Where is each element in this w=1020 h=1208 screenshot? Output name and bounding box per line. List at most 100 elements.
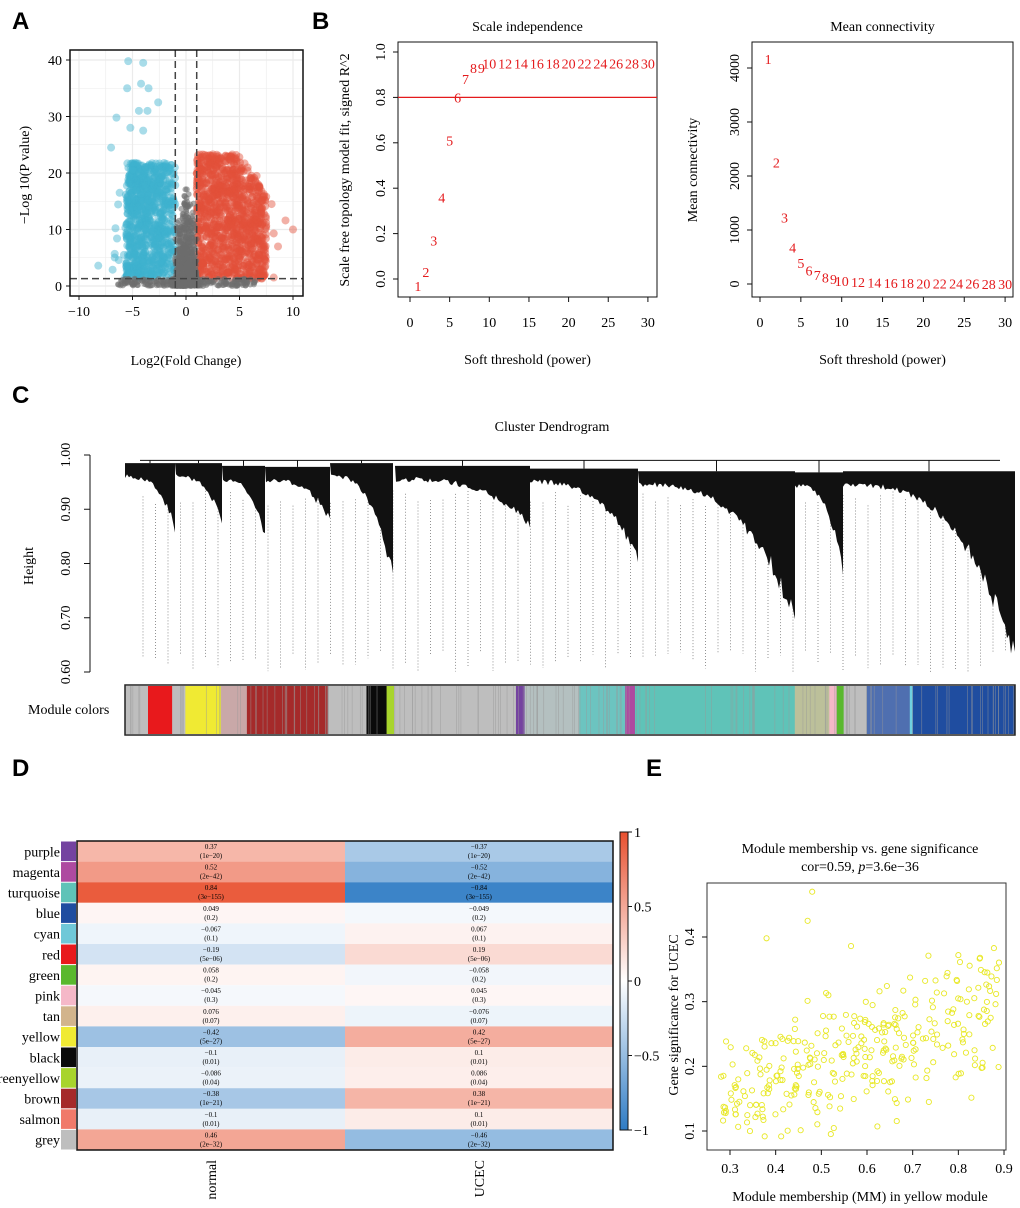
- point-down: [166, 244, 175, 253]
- point-down: [129, 230, 138, 239]
- point-ns: [176, 264, 183, 271]
- point-down: [128, 223, 137, 232]
- point-down: [129, 248, 138, 257]
- point-down: [147, 256, 156, 265]
- data-point: [763, 935, 770, 942]
- x-tick-label: 0: [757, 316, 764, 331]
- data-point: [727, 1090, 734, 1097]
- power-label: 28: [625, 57, 639, 72]
- data-point: [766, 1077, 773, 1084]
- point-down: [165, 219, 174, 228]
- point-down: [150, 271, 159, 280]
- module-color-segment: [293, 686, 295, 734]
- point-down: [131, 266, 140, 275]
- point-down: [140, 225, 149, 234]
- module-color-segment: [495, 686, 496, 734]
- point-down: [151, 248, 160, 257]
- point-down: [154, 246, 163, 255]
- point-down: [162, 187, 171, 196]
- point-down: [140, 254, 149, 263]
- point-down: [157, 180, 166, 189]
- cell-correlation: 0.058: [203, 967, 219, 975]
- point-down: [150, 240, 159, 249]
- point-down: [129, 253, 138, 262]
- point-up: [250, 238, 259, 247]
- point-down: [132, 246, 141, 255]
- module-color-segment: [998, 686, 999, 734]
- point-up: [225, 253, 234, 262]
- point-down: [134, 261, 143, 270]
- data-point: [858, 1040, 865, 1047]
- point-down: [132, 174, 141, 183]
- data-point: [801, 1039, 808, 1046]
- data-point: [757, 1071, 764, 1078]
- point-down: [123, 195, 132, 204]
- point-down: [140, 262, 149, 271]
- point-down: [123, 201, 132, 210]
- module-color-segment: [328, 686, 329, 734]
- x-axis-label: Soft threshold (power): [819, 353, 946, 368]
- point-down: [135, 177, 144, 186]
- point-down: [159, 243, 168, 252]
- point-up: [229, 179, 238, 188]
- point-down: [131, 158, 140, 167]
- module-color-segment: [180, 686, 181, 734]
- point-up: [289, 225, 297, 234]
- data-point: [838, 1025, 845, 1032]
- point-down: [129, 175, 138, 184]
- point-down: [135, 179, 144, 188]
- cell-correlation: 0.19: [473, 946, 486, 954]
- module-color-segment: [125, 686, 149, 734]
- point-down: [139, 205, 148, 214]
- point-down: [151, 181, 160, 190]
- point-down: [157, 170, 166, 179]
- module-color-segment: [318, 686, 320, 734]
- point-up: [254, 228, 263, 237]
- cell-correlation: 0.086: [471, 1070, 487, 1078]
- point-up: [259, 244, 268, 253]
- point-down: [166, 216, 175, 225]
- point-down: [135, 164, 144, 173]
- data-point: [761, 1043, 768, 1050]
- point-down: [136, 190, 145, 199]
- module-color-segment: [636, 686, 637, 734]
- module-colors-bar: Module colors: [28, 684, 1016, 736]
- point-down: [161, 164, 170, 173]
- cell-pvalue: (1e−20): [200, 852, 223, 860]
- point-down: [125, 179, 134, 188]
- point-down: [147, 227, 156, 236]
- point-down: [155, 234, 164, 243]
- point-down: [132, 195, 141, 204]
- point-ns: [179, 270, 186, 277]
- point-down: [160, 162, 169, 171]
- power-label: 1: [414, 280, 421, 295]
- module-color-segment: [578, 686, 579, 734]
- data-point: [756, 1065, 764, 1072]
- point-down: [146, 169, 155, 178]
- panel-label-E: E: [646, 755, 662, 782]
- point-down: [134, 176, 143, 185]
- data-point: [853, 1023, 861, 1030]
- module-color-segment: [399, 686, 401, 734]
- point-down: [156, 241, 165, 250]
- point-down: [119, 250, 128, 259]
- data-point: [933, 1031, 941, 1038]
- point-down: [134, 256, 143, 265]
- point-up: [240, 259, 249, 268]
- module-color-segment: [341, 686, 343, 734]
- data-point: [837, 1105, 844, 1112]
- module-color-swatch: [61, 1047, 76, 1068]
- point-down: [123, 192, 132, 201]
- point-down: [140, 168, 149, 177]
- point-down: [156, 227, 165, 236]
- data-point: [778, 1133, 785, 1140]
- module-color-segment: [181, 686, 183, 734]
- point-down: [137, 216, 146, 225]
- point-down: [129, 171, 138, 180]
- point-down: [125, 201, 134, 210]
- point-down: [110, 253, 119, 262]
- point-down: [163, 200, 172, 209]
- point-down: [163, 253, 172, 262]
- point-down: [133, 229, 142, 238]
- cell-correlation: 0.42: [473, 1028, 486, 1036]
